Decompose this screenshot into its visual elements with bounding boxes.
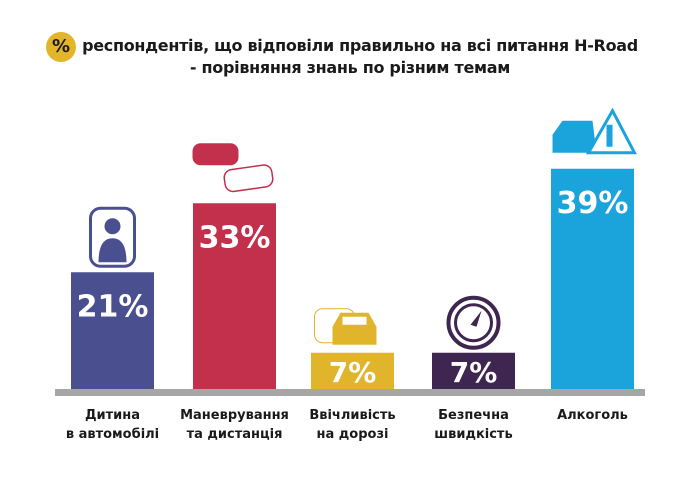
category-label: Ввічливість на дорозі: [309, 408, 396, 442]
two-cars-icon: [192, 143, 274, 193]
bar: [551, 168, 634, 389]
percent-badge-icon: %: [46, 32, 76, 62]
cars-icon: [314, 308, 377, 345]
chart-title: респондентів, що відповіли правильно на …: [82, 36, 638, 55]
bar: [432, 352, 515, 389]
value-label: 7%: [329, 356, 377, 389]
value-label: 33%: [199, 220, 271, 255]
category-label: Алкоголь: [557, 408, 628, 423]
category-label: Безпечна швидкість: [434, 408, 513, 442]
value-label: 7%: [450, 356, 498, 389]
category-label: Маневрування та дистанція: [180, 408, 289, 442]
value-label: 39%: [557, 186, 629, 221]
chart-subtitle: - порівняння знань по різним темам: [189, 58, 511, 77]
x-axis-line: [55, 389, 645, 396]
category-label: Дитина в автомобілі: [65, 408, 160, 442]
bar: [311, 352, 394, 389]
bar: [193, 203, 276, 389]
speedometer-icon: [446, 295, 501, 350]
value-label: 21%: [77, 289, 149, 324]
child-car-seat-icon: [89, 206, 136, 268]
car-alcohol-warning-icon: [552, 107, 637, 155]
bar: [71, 272, 154, 389]
